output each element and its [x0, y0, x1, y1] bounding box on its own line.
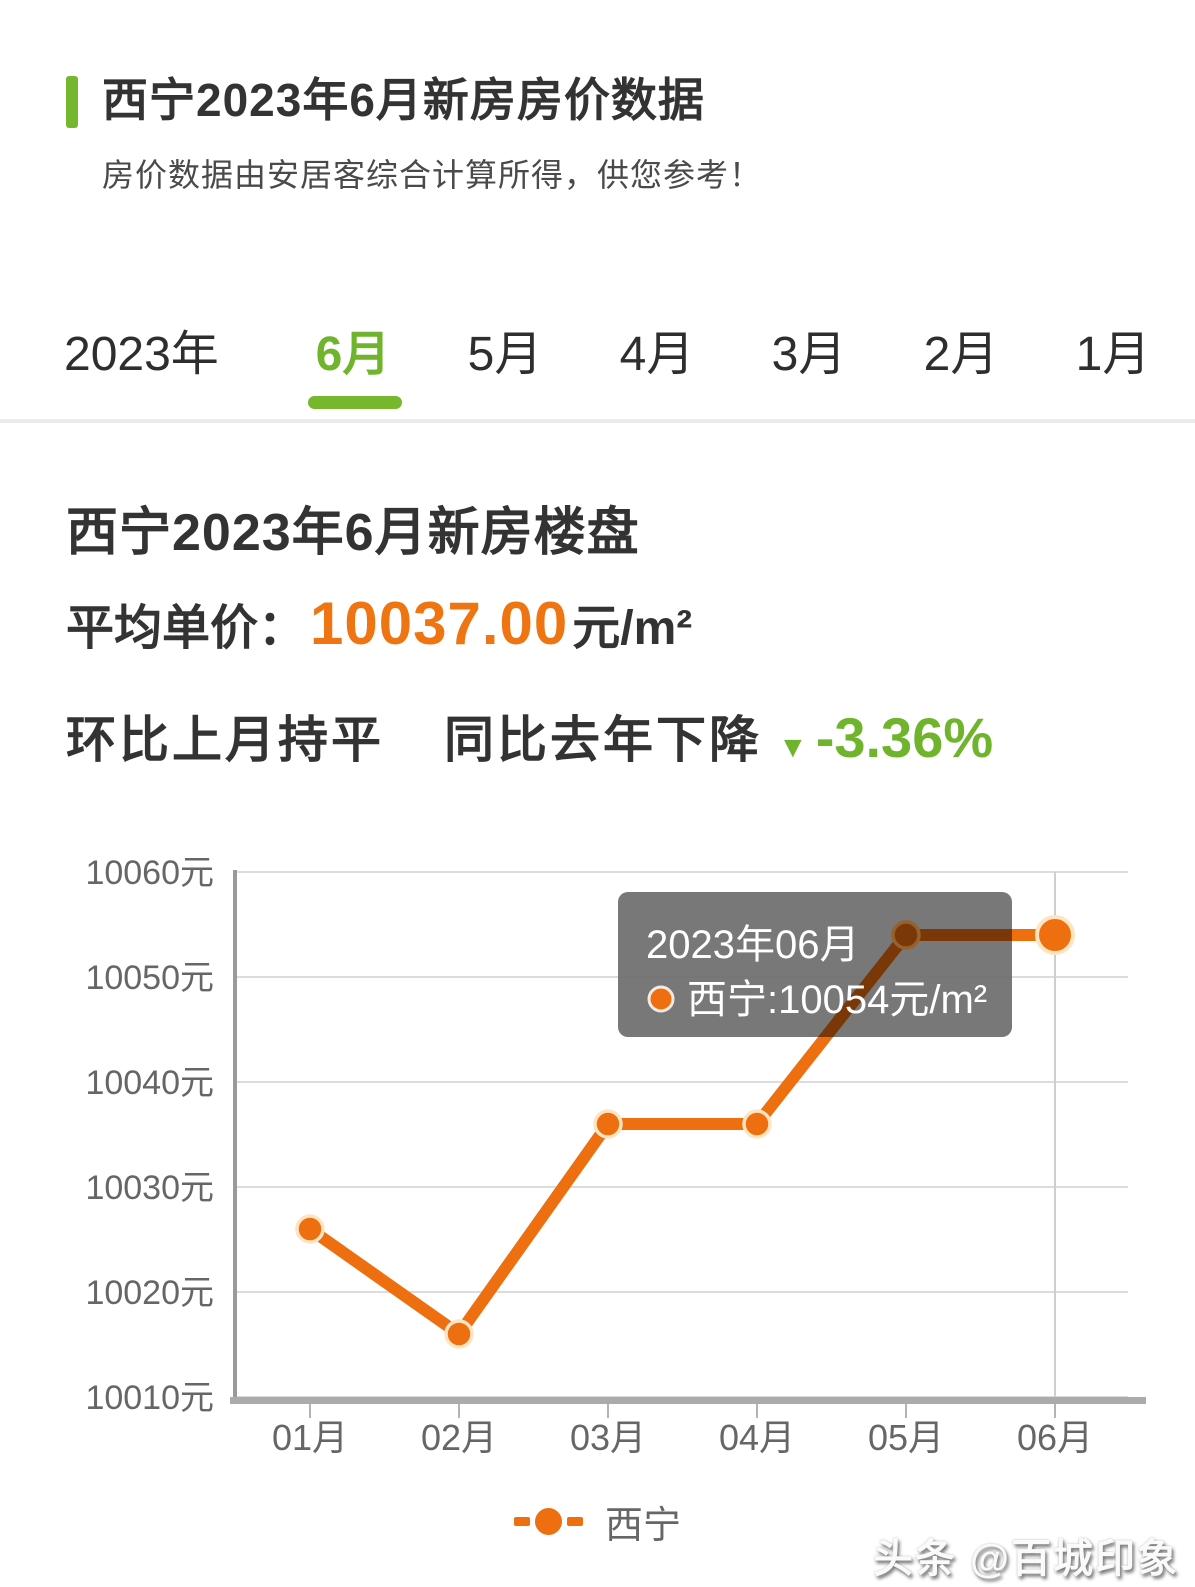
title-accent-bar [66, 76, 78, 128]
data-point-3[interactable] [593, 1109, 623, 1139]
mom-status-text: 环比上月持平 [66, 712, 384, 768]
tooltip-series-dot [647, 985, 675, 1013]
line-chart-svg: 10060元 10050元 10040元 10030元 10020元 10010元 01月 0… [85, 854, 1146, 1458]
tooltip-title: 2023年06月 [646, 923, 859, 967]
data-point-2[interactable] [444, 1319, 474, 1349]
x-axis-label: 04月 [719, 1417, 795, 1458]
chart-legend[interactable]: 西宁 [0, 1494, 1195, 1549]
legend-dash-right [566, 1517, 583, 1526]
y-axis-label: 10040元 [85, 1064, 214, 1102]
y-axis-label: 10010元 [85, 1379, 214, 1417]
x-axis-label: 03月 [570, 1417, 646, 1458]
legend-dot [534, 1508, 562, 1535]
data-point-4[interactable] [742, 1109, 772, 1139]
tab-month-1[interactable]: 6月 [315, 328, 391, 381]
active-tab-underline [308, 396, 402, 409]
tab-month-2[interactable]: 5月 [467, 328, 543, 381]
page-title: 西宁2023年6月新房房价数据 [102, 74, 705, 126]
legend-dash-left [513, 1517, 530, 1526]
section-title: 西宁2023年6月新房楼盘 [66, 504, 640, 562]
tab-month-3[interactable]: 4月 [619, 328, 695, 381]
average-price-label: 平均单价： [66, 602, 307, 655]
data-point-active[interactable] [1035, 915, 1075, 955]
x-axis-label: 05月 [868, 1417, 944, 1458]
average-price-row: 平均单价： 10037.00 元/m² [66, 588, 692, 658]
tabs-divider [0, 419, 1195, 423]
tooltip-value: 西宁:10054元/m² [687, 978, 987, 1022]
data-point-1[interactable] [295, 1214, 325, 1244]
x-axis-label: 02月 [421, 1417, 497, 1458]
x-axis-line [230, 1397, 1146, 1404]
y-axis-label: 10020元 [85, 1274, 214, 1312]
price-change-row: 环比上月持平 同比去年下降 ▼ -3.36% [66, 700, 993, 772]
tooltip-shaded-line [752, 920, 1012, 1037]
price-line-chart[interactable]: 10060元 10050元 10040元 10030元 10020元 10010元 01月 0… [0, 850, 1195, 1465]
y-axis-line [233, 870, 237, 1404]
tab-month-5[interactable]: 2月 [923, 328, 999, 381]
watermark: 头条 @百城印象 [872, 1537, 1179, 1581]
legend-series-label: 西宁 [604, 1505, 681, 1547]
legend-line-marker-icon [513, 1508, 583, 1535]
page-subtitle: 房价数据由安居客综合计算所得，供您参考！ [102, 157, 763, 193]
tab-year[interactable]: 2023年 [64, 328, 219, 381]
y-axis-label: 10060元 [85, 854, 214, 892]
x-axis-label: 01月 [272, 1417, 348, 1458]
tab-month-4[interactable]: 3月 [771, 328, 847, 381]
x-axis-label: 06月 [1017, 1417, 1093, 1458]
average-price-value: 10037.00 [310, 590, 569, 657]
yoy-status-text: 同比去年下降 [444, 712, 762, 768]
y-axis-label: 10030元 [85, 1169, 214, 1207]
down-arrow-icon: ▼ [778, 731, 808, 764]
tab-month-6[interactable]: 1月 [1075, 328, 1151, 381]
yoy-change-value: -3.36% [815, 706, 994, 769]
y-axis-label: 10050元 [85, 959, 214, 997]
average-price-unit: 元/m² [572, 602, 693, 655]
